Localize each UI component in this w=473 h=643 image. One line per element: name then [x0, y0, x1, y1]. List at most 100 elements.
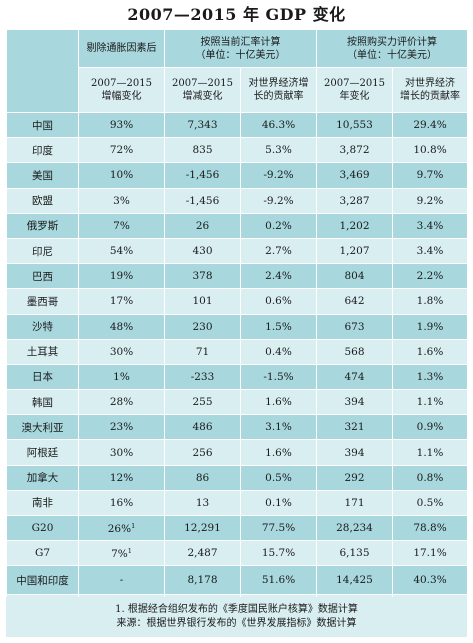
row-contribution-ppp: 10.8% [392, 137, 468, 164]
row-contribution-fx: 5.3% [240, 137, 317, 164]
row-country: 阿根廷 [6, 439, 79, 466]
row-yearly-change: 474 [316, 363, 393, 391]
row-country: 俄罗斯 [6, 212, 79, 239]
row-growth-change: 7%1 [78, 540, 165, 567]
row-growth-change: - [78, 565, 165, 596]
row-country: 中国 [6, 111, 79, 139]
row-contribution-fx: 0.4% [240, 338, 317, 365]
row-growth-change: 93% [78, 111, 165, 139]
row-change-amount: 101 [164, 288, 241, 315]
row-growth-value: - [119, 574, 124, 587]
row-contribution-ppp: 1.1% [392, 389, 468, 416]
table-row: G20 26%1 12,291 77.5% 28,234 78.8% [6, 514, 468, 542]
table-row: 美国 10% -1,456 -9.2% 3,469 9.7% [6, 162, 468, 189]
row-change-amount: 256 [164, 439, 241, 466]
row-country: 中国和印度 [6, 565, 79, 596]
row-yearly-change: 6,135 [316, 540, 393, 567]
table-row: 南非 16% 13 0.1% 171 0.5% [6, 489, 468, 517]
footnote-1: 1. 根据经合组织发布的《季度国民账户核算》数据计算 [115, 604, 358, 615]
header-col-change-amount: 2007—2015 增减变化 [164, 67, 241, 113]
row-change-amount: 86 [164, 464, 241, 491]
footnotes: 1. 根据经合组织发布的《季度国民账户核算》数据计算 来源：根据世界银行发布的《… [6, 597, 467, 637]
row-country: 澳大利亚 [6, 414, 79, 441]
table-row: 巴西 19% 378 2.4% 804 2.2% [6, 263, 468, 290]
row-country: G7 [6, 540, 79, 567]
row-growth-value: 7% [111, 547, 128, 560]
table-row: 欧盟 3% -1,456 -9.2% 3,287 9.2% [6, 187, 468, 214]
row-contribution-ppp: 78.8% [392, 514, 468, 542]
row-yearly-change: 1,207 [316, 237, 393, 265]
table-row: 印度 72% 835 5.3% 3,872 10.8% [6, 137, 468, 164]
row-contribution-ppp: 0.9% [392, 414, 468, 441]
row-growth-change: 3% [78, 187, 165, 214]
row-growth-value: 30% [109, 446, 134, 459]
row-change-amount: 378 [164, 263, 241, 290]
row-contribution-ppp: 2.2% [392, 263, 468, 290]
row-growth-change: 30% [78, 439, 165, 466]
table-title: 2007—2015 年 GDP 变化 [127, 5, 346, 24]
table-row: 土耳其 30% 71 0.4% 568 1.6% [6, 338, 468, 365]
row-growth-change: 10% [78, 162, 165, 189]
row-growth-change: 28% [78, 389, 165, 416]
table-row: 阿根廷 30% 256 1.6% 394 1.1% [6, 439, 468, 466]
row-growth-change: 72% [78, 137, 165, 164]
row-growth-change: 26%1 [78, 514, 165, 542]
row-contribution-fx: 3.1% [240, 414, 317, 441]
row-growth-change: 17% [78, 288, 165, 315]
row-growth-change: 54% [78, 237, 165, 265]
row-growth-value: 3% [113, 194, 130, 207]
row-country: 加拿大 [6, 464, 79, 491]
header-group-inflation: 剔除通胀因素后 [78, 29, 165, 68]
row-yearly-change: 171 [316, 489, 393, 517]
row-contribution-fx: 51.6% [240, 565, 317, 596]
row-contribution-ppp: 9.7% [392, 162, 468, 189]
row-growth-value: 23% [109, 421, 134, 434]
row-growth-change: 1% [78, 363, 165, 391]
row-contribution-ppp: 1.8% [392, 288, 468, 315]
row-contribution-fx: 77.5% [240, 514, 317, 542]
row-yearly-change: 3,872 [316, 137, 393, 164]
row-contribution-fx: 46.3% [240, 111, 317, 139]
table-row: 澳大利亚 23% 486 3.1% 321 0.9% [6, 414, 468, 441]
row-contribution-fx: 2.7% [240, 237, 317, 265]
row-growth-value: 26% [107, 522, 132, 535]
row-contribution-fx: 0.6% [240, 288, 317, 315]
table-row: 俄罗斯 7% 26 0.2% 1,202 3.4% [6, 212, 468, 239]
row-growth-change: 16% [78, 489, 165, 517]
row-yearly-change: 14,425 [316, 565, 393, 596]
row-change-amount: 2,487 [164, 540, 241, 567]
row-change-amount: -1,456 [164, 162, 241, 189]
table-row: 韩国 28% 255 1.6% 394 1.1% [6, 389, 468, 416]
row-country: 南非 [6, 489, 79, 517]
row-growth-value: 30% [109, 345, 134, 358]
row-contribution-fx: 2.4% [240, 263, 317, 290]
row-growth-change: 23% [78, 414, 165, 441]
row-contribution-fx: 0.5% [240, 464, 317, 491]
row-growth-value: 1% [113, 370, 130, 383]
row-contribution-ppp: 3.4% [392, 212, 468, 239]
row-contribution-fx: -9.2% [240, 187, 317, 214]
header-col-contribution-fx: 对世界经济增 长的贡献率 [240, 67, 317, 113]
row-change-amount: 430 [164, 237, 241, 265]
row-contribution-ppp: 3.4% [392, 237, 468, 265]
row-country: 墨西哥 [6, 288, 79, 315]
gdp-table: 剔除通胀因素后 按照当前汇率计算 （单位：十亿美元） 按照购买力评价计算 （单位… [6, 29, 468, 621]
row-yearly-change: 321 [316, 414, 393, 441]
row-yearly-change: 394 [316, 439, 393, 466]
row-country: 沙特 [6, 313, 79, 340]
row-contribution-ppp: 1.6% [392, 338, 468, 365]
row-contribution-ppp: 40.3% [392, 565, 468, 596]
row-change-amount: 71 [164, 338, 241, 365]
table-row: 中国和印度 - 8,178 51.6% 14,425 40.3% [6, 565, 468, 596]
row-contribution-ppp: 1.1% [392, 439, 468, 466]
row-contribution-fx: 1.5% [240, 313, 317, 340]
row-contribution-ppp: 0.8% [392, 464, 468, 491]
header-col-growth-change: 2007—2015 增幅变化 [78, 67, 165, 113]
row-yearly-change: 3,469 [316, 162, 393, 189]
row-contribution-ppp: 29.4% [392, 111, 468, 139]
row-country: 巴西 [6, 263, 79, 290]
row-change-amount: 486 [164, 414, 241, 441]
row-change-amount: 8,178 [164, 565, 241, 596]
row-contribution-fx: 15.7% [240, 540, 317, 567]
row-growth-change: 12% [78, 464, 165, 491]
